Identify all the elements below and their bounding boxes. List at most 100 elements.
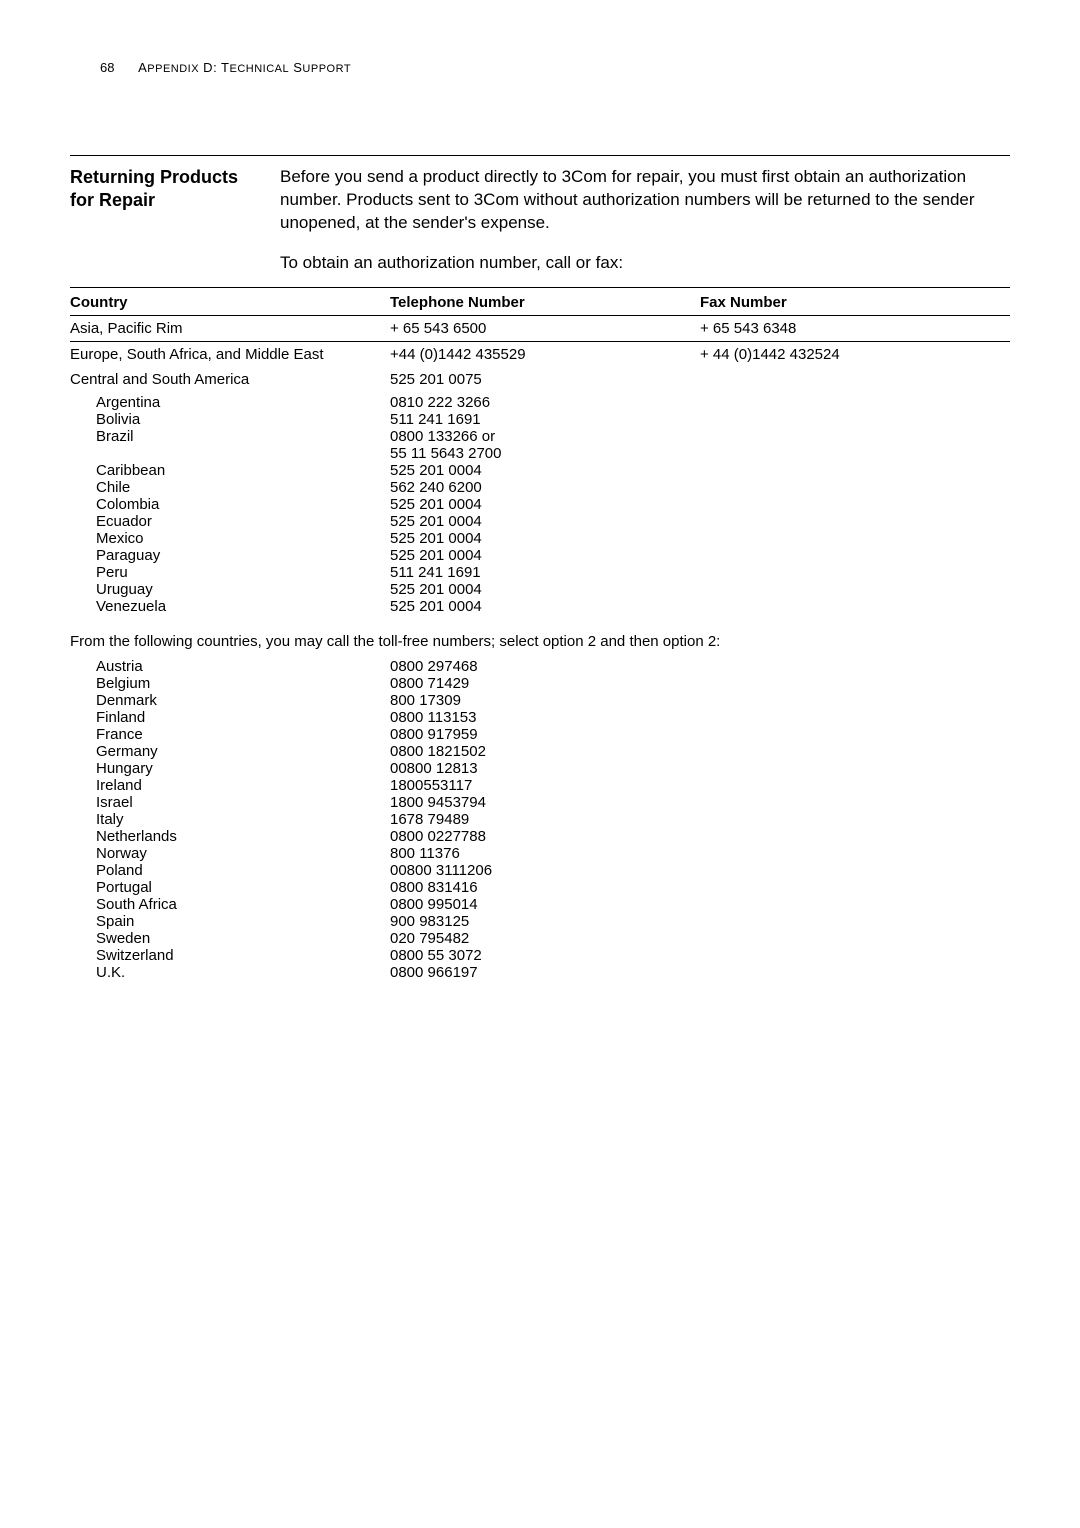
section-title-line1: Returning Products: [70, 167, 238, 187]
list-item: Germany0800 1821502: [70, 743, 1010, 760]
list-item-country: Denmark: [70, 692, 390, 709]
list-item-country: Mexico: [70, 530, 390, 547]
list-item-number: 900 983125: [390, 913, 1010, 930]
list-item-number: 00800 12813: [390, 760, 1010, 777]
list-item-country: Hungary: [70, 760, 390, 777]
list-item-country: U.K.: [70, 964, 390, 981]
list-item: 55 11 5643 2700: [70, 445, 1010, 462]
list-item: U.K.0800 966197: [70, 964, 1010, 981]
list-item-number: 1800553117: [390, 777, 1010, 794]
list-item: Peru511 241 1691: [70, 564, 1010, 581]
list-item-number: 0800 0227788: [390, 828, 1010, 845]
csa-fax: [700, 371, 1010, 388]
list-item-country: Portugal: [70, 879, 390, 896]
list-item-number: 0800 113153: [390, 709, 1010, 726]
tollfree-note: From the following countries, you may ca…: [70, 623, 1010, 656]
subintro: To obtain an authorization number, call …: [280, 253, 1010, 273]
list-item: Spain900 983125: [70, 913, 1010, 930]
section-title-line2: for Repair: [70, 190, 155, 210]
list-item-number: 1800 9453794: [390, 794, 1010, 811]
list-item-country: Sweden: [70, 930, 390, 947]
list-item-country: Venezuela: [70, 598, 390, 615]
asia-tel: + 65 543 6500: [390, 320, 700, 337]
document-page: 68 APPENDIX D: TECHNICAL SUPPORT Returni…: [0, 0, 1080, 1528]
list-item: Mexico525 201 0004: [70, 530, 1010, 547]
list-item: Ecuador525 201 0004: [70, 513, 1010, 530]
list-item-country: Netherlands: [70, 828, 390, 845]
intro-row: Returning Products for Repair Before you…: [70, 166, 1010, 235]
list-item-number: 0800 995014: [390, 896, 1010, 913]
europe-country: Europe, South Africa, and Middle East: [70, 346, 390, 363]
list-item-country: Paraguay: [70, 547, 390, 564]
list-item-number: 0800 133266 or: [390, 428, 1010, 445]
row-asia: Asia, Pacific Rim + 65 543 6500 + 65 543…: [70, 316, 1010, 342]
list-item: Uruguay525 201 0004: [70, 581, 1010, 598]
csa-country: Central and South America: [70, 371, 390, 388]
list-item: Italy1678 79489: [70, 811, 1010, 828]
list-item-number: 511 241 1691: [390, 411, 1010, 428]
list-item: Colombia525 201 0004: [70, 496, 1010, 513]
list-item-number: 511 241 1691: [390, 564, 1010, 581]
section-rule: [70, 155, 1010, 156]
list-item-number: 525 201 0004: [390, 496, 1010, 513]
list-item-country: Uruguay: [70, 581, 390, 598]
europe-tel: +44 (0)1442 435529: [390, 346, 700, 363]
list-item-number: 0800 917959: [390, 726, 1010, 743]
row-europe: Europe, South Africa, and Middle East +4…: [70, 342, 1010, 367]
list-item-number: 525 201 0004: [390, 547, 1010, 564]
list-item: Netherlands0800 0227788: [70, 828, 1010, 845]
list-item: Denmark800 17309: [70, 692, 1010, 709]
list-item-country: South Africa: [70, 896, 390, 913]
list-item-number: 1678 79489: [390, 811, 1010, 828]
list-item-country: Germany: [70, 743, 390, 760]
list-item-country: Ireland: [70, 777, 390, 794]
col-country-header: Country: [70, 294, 390, 311]
list-item: Hungary00800 12813: [70, 760, 1010, 777]
list-item: Caribbean525 201 0004: [70, 462, 1010, 479]
list-item-country: Italy: [70, 811, 390, 828]
list-item-country: Finland: [70, 709, 390, 726]
row-csa: Central and South America 525 201 0075: [70, 367, 1010, 392]
list-item-number: 562 240 6200: [390, 479, 1010, 496]
list-item-number: 020 795482: [390, 930, 1010, 947]
euro-list: Austria0800 297468Belgium0800 71429Denma…: [70, 656, 1010, 989]
list-item-number: 525 201 0004: [390, 462, 1010, 479]
list-item-number: 55 11 5643 2700: [390, 445, 1010, 462]
list-item: Ireland1800553117: [70, 777, 1010, 794]
list-item-country: Norway: [70, 845, 390, 862]
intro-text: Before you send a product directly to 3C…: [280, 166, 1010, 235]
list-item-number: 0800 55 3072: [390, 947, 1010, 964]
page-number: 68: [100, 60, 114, 75]
list-item: Norway800 11376: [70, 845, 1010, 862]
list-item-country: Austria: [70, 658, 390, 675]
europe-fax: + 44 (0)1442 432524: [700, 346, 1010, 363]
list-item-number: 0800 297468: [390, 658, 1010, 675]
csa-tel: 525 201 0075: [390, 371, 700, 388]
list-item-country: Argentina: [70, 394, 390, 411]
list-item-country: Peru: [70, 564, 390, 581]
list-item: Finland0800 113153: [70, 709, 1010, 726]
list-item: France0800 917959: [70, 726, 1010, 743]
col-tel-header: Telephone Number: [390, 294, 700, 311]
page-header: 68 APPENDIX D: TECHNICAL SUPPORT: [100, 60, 1010, 75]
list-item: Paraguay525 201 0004: [70, 547, 1010, 564]
list-item-country: Poland: [70, 862, 390, 879]
list-item-number: 525 201 0004: [390, 598, 1010, 615]
contact-table: Country Telephone Number Fax Number Asia…: [70, 287, 1010, 989]
list-item: Argentina0810 222 3266: [70, 394, 1010, 411]
list-item: Poland00800 3111206: [70, 862, 1010, 879]
list-item-number: 0800 831416: [390, 879, 1010, 896]
list-item-number: 00800 3111206: [390, 862, 1010, 879]
list-item: Sweden020 795482: [70, 930, 1010, 947]
table-header-row: Country Telephone Number Fax Number: [70, 287, 1010, 316]
list-item: Brazil0800 133266 or: [70, 428, 1010, 445]
list-item: Venezuela525 201 0004: [70, 598, 1010, 615]
list-item-number: 0810 222 3266: [390, 394, 1010, 411]
list-item-number: 525 201 0004: [390, 581, 1010, 598]
list-item: Chile562 240 6200: [70, 479, 1010, 496]
asia-fax: + 65 543 6348: [700, 320, 1010, 337]
list-item: South Africa0800 995014: [70, 896, 1010, 913]
list-item-number: 800 17309: [390, 692, 1010, 709]
appendix-label: APPENDIX D: TECHNICAL SUPPORT: [138, 60, 351, 75]
csa-list: Argentina0810 222 3266Bolivia511 241 169…: [70, 392, 1010, 623]
